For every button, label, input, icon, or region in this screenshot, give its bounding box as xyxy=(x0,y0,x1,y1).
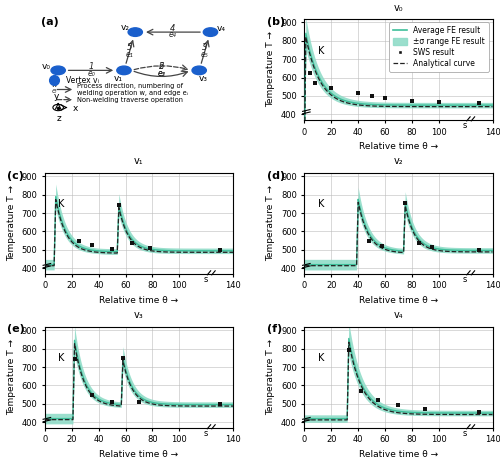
Text: 6: 6 xyxy=(159,62,164,71)
Text: v₄: v₄ xyxy=(216,24,226,33)
Text: 3: 3 xyxy=(202,43,207,52)
Text: (a): (a) xyxy=(41,17,59,27)
Y-axis label: Temperature T →: Temperature T → xyxy=(7,339,16,415)
Text: (d): (d) xyxy=(267,171,285,180)
Text: x: x xyxy=(72,104,78,113)
Y-axis label: Temperature T →: Temperature T → xyxy=(266,339,276,415)
Text: 2: 2 xyxy=(159,62,164,71)
Text: w: w xyxy=(52,82,58,88)
Text: v₁: v₁ xyxy=(134,157,144,166)
Circle shape xyxy=(192,66,206,75)
Text: v₁: v₁ xyxy=(114,74,123,83)
Text: e₃: e₃ xyxy=(158,69,166,78)
Text: s: s xyxy=(204,275,208,285)
Text: v₂: v₂ xyxy=(394,157,404,166)
Y-axis label: Temperature T →: Temperature T → xyxy=(7,185,16,261)
Text: e₁: e₁ xyxy=(126,50,134,59)
Text: 1: 1 xyxy=(88,62,94,71)
Circle shape xyxy=(128,28,142,36)
Text: K: K xyxy=(58,353,64,364)
Text: (b): (b) xyxy=(267,17,285,27)
Text: Non-welding traverse operation: Non-welding traverse operation xyxy=(77,97,183,103)
Text: (e): (e) xyxy=(8,325,25,334)
Text: Process direction, numbering of
welding operation w, and edge eᵢ: Process direction, numbering of welding … xyxy=(77,83,188,96)
Text: e₅: e₅ xyxy=(201,50,208,59)
Circle shape xyxy=(51,66,66,75)
Text: v₂: v₂ xyxy=(120,22,130,32)
X-axis label: Relative time θ →: Relative time θ → xyxy=(359,450,438,459)
Text: K: K xyxy=(318,46,324,55)
Text: eᵢ: eᵢ xyxy=(52,88,57,94)
Y-axis label: Temperature T →: Temperature T → xyxy=(266,185,276,261)
Text: e₂: e₂ xyxy=(158,69,166,78)
Text: K: K xyxy=(318,199,324,209)
X-axis label: Relative time θ →: Relative time θ → xyxy=(359,296,438,305)
X-axis label: Relative time θ →: Relative time θ → xyxy=(359,142,438,151)
Y-axis label: Temperature T →: Temperature T → xyxy=(266,31,276,107)
Text: z: z xyxy=(56,114,62,123)
Text: s: s xyxy=(463,429,468,438)
Text: K: K xyxy=(58,199,64,209)
Legend: Average FE result, ±σ range FE result, SWS result, Analytical curve: Average FE result, ±σ range FE result, S… xyxy=(390,22,488,72)
X-axis label: Relative time θ →: Relative time θ → xyxy=(100,296,178,305)
Text: 5: 5 xyxy=(127,43,132,52)
X-axis label: Relative time θ →: Relative time θ → xyxy=(100,450,178,459)
Text: v₃: v₃ xyxy=(134,311,144,320)
Circle shape xyxy=(117,66,131,75)
Text: v₃: v₃ xyxy=(198,74,207,83)
Text: e₀: e₀ xyxy=(87,69,95,78)
Text: e₄: e₄ xyxy=(169,30,176,40)
Text: v₀: v₀ xyxy=(42,62,50,71)
Text: K: K xyxy=(318,353,324,364)
Text: (c): (c) xyxy=(8,171,24,180)
Text: y: y xyxy=(54,93,59,101)
Circle shape xyxy=(204,28,218,36)
Text: s: s xyxy=(463,121,468,131)
Text: v₀: v₀ xyxy=(394,2,404,13)
Text: Vertex vᵢ: Vertex vᵢ xyxy=(66,76,98,85)
Text: (f): (f) xyxy=(267,325,282,334)
Text: s: s xyxy=(463,275,468,285)
Text: 4: 4 xyxy=(170,24,175,33)
Text: s: s xyxy=(204,429,208,438)
Text: v₄: v₄ xyxy=(394,311,404,320)
